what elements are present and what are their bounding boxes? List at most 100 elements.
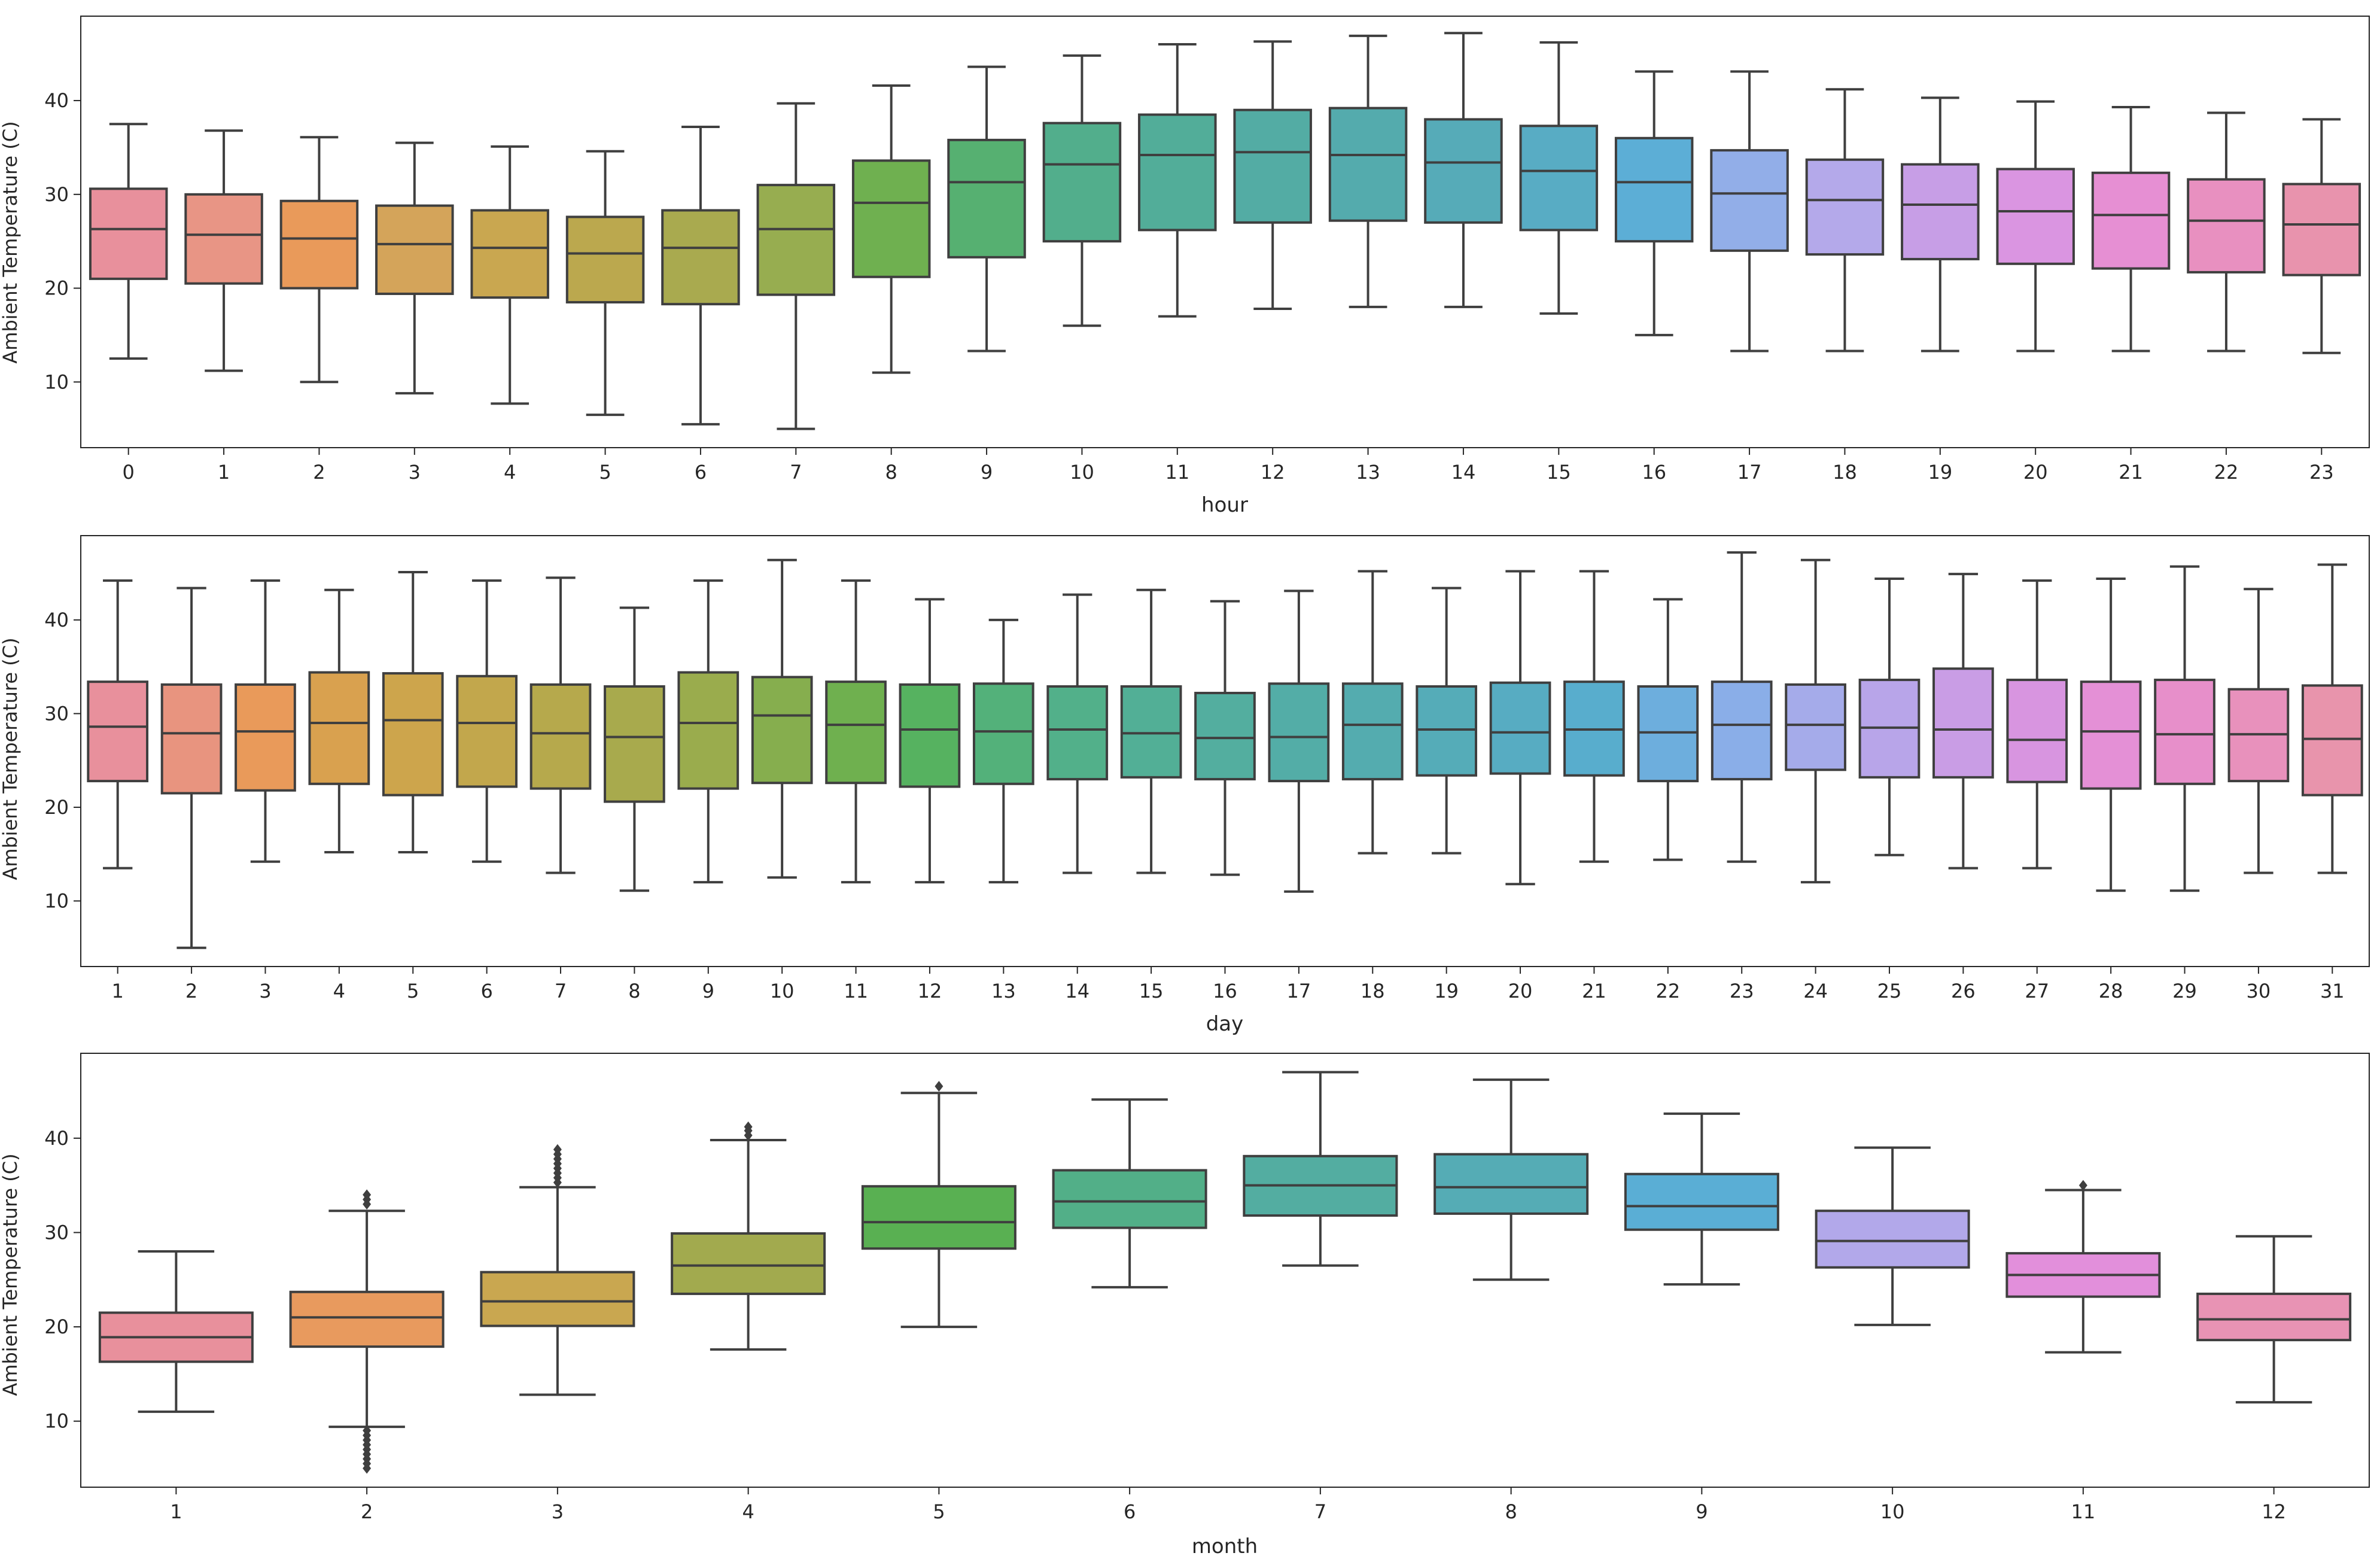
plot-area-frame: [80, 16, 2370, 448]
box-day-12: [899, 598, 961, 884]
box-day-10: [751, 558, 813, 879]
box-day-19: [1416, 586, 1478, 855]
iqr-box: [677, 671, 739, 790]
box-day-27: [2006, 579, 2068, 870]
iqr-box: [604, 685, 665, 803]
iqr-box: [2282, 183, 2361, 276]
x-tick-label: 1: [112, 980, 124, 1002]
iqr-box: [1637, 685, 1699, 783]
x-tick-label: 10: [1070, 461, 1094, 484]
iqr-box: [87, 680, 149, 783]
iqr-box: [2080, 680, 2142, 790]
box-month-6: [1052, 1098, 1207, 1289]
x-tick-label: 30: [2247, 980, 2271, 1002]
outlier-point: [935, 1081, 944, 1092]
iqr-box: [1434, 1153, 1589, 1215]
x-tick-label: 5: [599, 461, 611, 484]
x-tick-label: 23: [2309, 461, 2334, 484]
iqr-box: [825, 680, 887, 785]
iqr-box: [671, 1232, 826, 1295]
y-tick-label: 40: [44, 89, 69, 112]
iqr-box: [1194, 691, 1256, 780]
box-day-31: [2301, 563, 2363, 874]
iqr-box: [972, 682, 1034, 785]
x-tick-label: 4: [333, 980, 345, 1002]
iqr-box: [1046, 685, 1109, 780]
box-month-1: [98, 1250, 254, 1413]
x-tick-label: 11: [844, 980, 868, 1002]
x-tick-label: 2: [313, 461, 325, 484]
x-tick-label: 18: [1833, 461, 1857, 484]
y-tick-label: 20: [44, 277, 69, 300]
x-tick-label: 20: [2023, 461, 2048, 484]
box-day-7: [529, 576, 592, 874]
x-tick-label: 13: [991, 980, 1016, 1002]
x-tick-label: 31: [2320, 980, 2345, 1002]
iqr-box: [1052, 1169, 1207, 1229]
box-day-22: [1637, 598, 1699, 861]
iqr-box: [1785, 683, 1846, 771]
box-day-4: [308, 588, 370, 854]
box-month-3: [480, 1144, 635, 1396]
box-day-1: [87, 579, 149, 870]
x-tick-label: 8: [1505, 1500, 1517, 1523]
box-day-24: [1785, 558, 1846, 884]
x-tick-label: 9: [702, 980, 714, 1002]
x-tick-label: 12: [2262, 1500, 2286, 1523]
box-day-3: [235, 579, 296, 863]
x-tick-label: 14: [1065, 980, 1089, 1002]
outlier-point: [553, 1144, 562, 1155]
iqr-box: [1341, 682, 1404, 780]
x-tick-label: 26: [1951, 980, 1976, 1002]
box-day-18: [1341, 570, 1404, 855]
box-hour-20: [1996, 100, 2075, 352]
x-tick-label: 15: [1139, 980, 1164, 1002]
y-tick-label: 30: [44, 183, 69, 206]
iqr-box: [1932, 667, 1994, 779]
iqr-box: [1624, 1172, 1779, 1231]
box-hour-5: [565, 150, 645, 417]
y-tick-label: 20: [44, 1315, 69, 1338]
box-hour-4: [470, 145, 549, 405]
box-hour-8: [851, 84, 931, 374]
x-tick-label: 11: [2071, 1500, 2096, 1523]
x-tick-label: 25: [1877, 980, 1902, 1002]
y-axis-label: Ambient Temperature (C): [0, 1153, 22, 1396]
x-tick-label: 17: [1737, 461, 1762, 484]
x-tick-label: 3: [552, 1500, 564, 1523]
iqr-box: [235, 683, 296, 792]
x-tick-label: 4: [504, 461, 516, 484]
x-tick-label: 7: [790, 461, 802, 484]
iqr-box: [1268, 682, 1330, 783]
x-tick-label: 9: [981, 461, 993, 484]
iqr-box: [529, 683, 592, 790]
x-tick-label: 22: [1655, 980, 1680, 1002]
box-hour-3: [375, 141, 454, 395]
iqr-box: [1042, 121, 1122, 243]
iqr-box: [2187, 178, 2266, 273]
box-hour-6: [661, 125, 740, 426]
y-tick-label: 30: [44, 1221, 69, 1244]
x-tick-label: 16: [1642, 461, 1666, 484]
y-tick-label: 10: [44, 889, 69, 912]
box-day-6: [456, 579, 518, 863]
box-hour-22: [2187, 111, 2266, 352]
x-tick-label: 6: [695, 461, 707, 484]
x-tick-label: 18: [1361, 980, 1385, 1002]
box-hour-17: [1710, 70, 1789, 352]
x-axis-label: month: [1192, 1534, 1258, 1558]
y-tick-label: 40: [44, 609, 69, 631]
box-day-9: [677, 579, 739, 884]
x-tick-label: 28: [2099, 980, 2123, 1002]
x-tick-label: 29: [2172, 980, 2197, 1002]
y-tick-label: 30: [44, 702, 69, 725]
box-month-7: [1243, 1071, 1398, 1267]
iqr-box: [1815, 1210, 1970, 1269]
box-hour-10: [1042, 54, 1122, 327]
x-tick-label: 4: [742, 1500, 754, 1523]
y-axis-label: Ambient Temperature (C): [0, 121, 22, 363]
x-tick-label: 17: [1287, 980, 1311, 1002]
plot-area-frame: [80, 1053, 2370, 1488]
iqr-box: [470, 209, 549, 299]
